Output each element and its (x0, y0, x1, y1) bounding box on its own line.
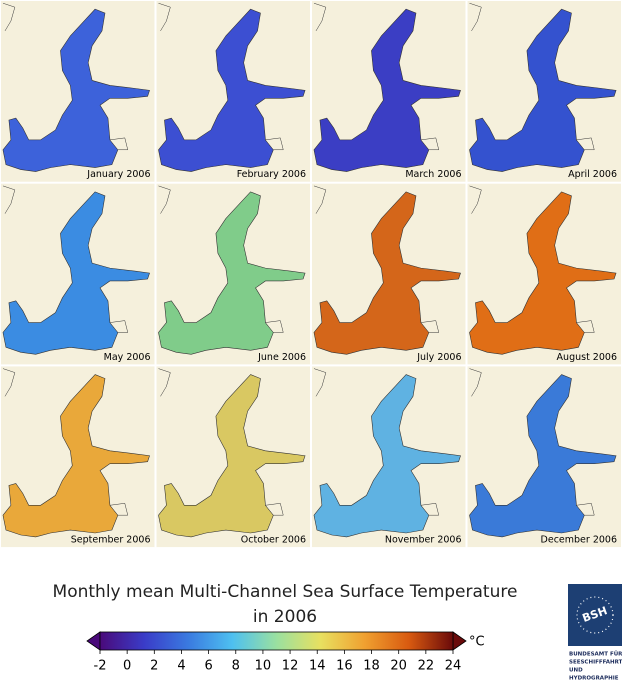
map-panel: February 2006 (156, 1, 310, 182)
colorbar-tick-label: 0 (123, 659, 131, 674)
colorbar-tick-label: 10 (255, 659, 272, 674)
title-line: Monthly mean Multi-Channel Sea Surface T… (53, 582, 518, 602)
logo-text: SEESCHIFFFAHRT (569, 660, 622, 666)
colorbar-tick-label: 8 (232, 659, 240, 674)
map-panel: March 2006 (312, 1, 466, 182)
map-panel: May 2006 (1, 183, 155, 365)
colorbar-unit: °C (469, 635, 485, 650)
panel-label: December 2006 (541, 535, 617, 546)
colorbar (99, 631, 454, 651)
map-panel: July 2006 (312, 183, 466, 365)
colorbar-high-arrow (452, 631, 467, 651)
colorbar-tick-label: 24 (445, 659, 462, 674)
map-panel: November 2006 (312, 366, 466, 548)
panel-label: January 2006 (86, 169, 150, 180)
panel-label: August 2006 (557, 352, 617, 363)
map-panel: June 2006 (156, 183, 310, 365)
map-panel: January 2006 (1, 1, 155, 182)
colorbar-tick-label: 20 (390, 659, 407, 674)
logo-text: UND (569, 668, 583, 674)
colorbar-tick-label: -2 (94, 659, 107, 674)
colorbar-tick-label: 12 (282, 659, 299, 674)
logo-text: BUNDESAMT FÜR (569, 651, 622, 658)
logo-stars (576, 596, 614, 634)
panel-label: October 2006 (241, 535, 306, 546)
colorbar-tick-label: 2 (150, 659, 158, 674)
panel-label: February 2006 (237, 169, 306, 180)
map-panel: October 2006 (156, 366, 310, 548)
panel-label: June 2006 (257, 352, 306, 363)
map-panel: September 2006 (1, 366, 155, 548)
title-line: in 2006 (253, 607, 317, 627)
colorbar-low-arrow (86, 631, 101, 651)
colorbar-tick-label: 16 (336, 659, 353, 674)
panel-label: May 2006 (104, 352, 151, 363)
colorbar-tick-label: 22 (418, 659, 435, 674)
map-panel: April 2006 (467, 1, 621, 182)
colorbar-tick-label: 14 (309, 659, 326, 674)
colorbar-tick-label: 4 (177, 659, 185, 674)
map-panel: December 2006 (467, 366, 621, 548)
colorbar-tick-label: 6 (204, 659, 212, 674)
panel-label: April 2006 (568, 169, 617, 180)
panel-label: July 2006 (416, 352, 461, 363)
panel-label: September 2006 (71, 535, 151, 546)
colorbar-tick-label: 18 (363, 659, 380, 674)
panel-label: November 2006 (385, 535, 462, 546)
map-panel: August 2006 (467, 183, 621, 365)
logo-text: HYDROGRAPHIE (569, 676, 619, 682)
logo: BSH BUNDESAMT FÜRSEESCHIFFFAHRTUNDHYDROG… (568, 584, 622, 682)
panel-label: March 2006 (405, 169, 461, 180)
